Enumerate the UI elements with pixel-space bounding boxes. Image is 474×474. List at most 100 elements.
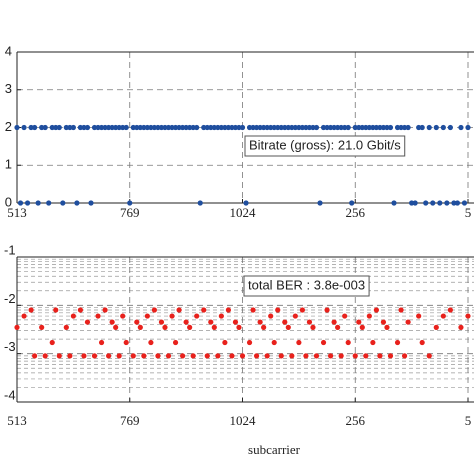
y-tick-label: 4 bbox=[5, 43, 12, 58]
point bbox=[257, 319, 263, 325]
point bbox=[194, 124, 200, 131]
point bbox=[165, 353, 172, 359]
point bbox=[416, 313, 422, 319]
point bbox=[194, 313, 200, 319]
point bbox=[14, 124, 20, 131]
point bbox=[437, 200, 443, 206]
point bbox=[123, 124, 129, 131]
x-tick-label: 256 bbox=[346, 205, 366, 220]
y-tick-label: 0 bbox=[5, 194, 12, 209]
point bbox=[197, 200, 203, 206]
x-tick-label: 5 bbox=[465, 413, 472, 428]
point bbox=[91, 353, 98, 359]
point bbox=[239, 124, 246, 131]
point bbox=[320, 339, 327, 346]
x-tick-label: 513 bbox=[7, 205, 27, 220]
point bbox=[465, 124, 471, 131]
point bbox=[458, 124, 464, 131]
point bbox=[299, 307, 305, 313]
point bbox=[35, 200, 41, 206]
point bbox=[370, 339, 376, 346]
point bbox=[303, 353, 309, 359]
point bbox=[63, 324, 69, 330]
point bbox=[208, 319, 214, 325]
point bbox=[137, 324, 143, 330]
point bbox=[285, 324, 291, 330]
point bbox=[313, 353, 320, 359]
point bbox=[359, 324, 365, 330]
point bbox=[430, 200, 436, 206]
point bbox=[225, 307, 232, 313]
x-tick-label: 5 bbox=[465, 205, 472, 220]
point bbox=[141, 353, 147, 359]
annotation-text: Bitrate (gross): 21.0 Gbit/s bbox=[249, 137, 401, 152]
point bbox=[46, 200, 52, 206]
annotation: total BER : 3.8e-003 bbox=[243, 275, 370, 297]
annotation-text: total BER : 3.8e-003 bbox=[248, 277, 365, 292]
point bbox=[49, 339, 55, 346]
point bbox=[67, 353, 73, 359]
point bbox=[398, 307, 404, 313]
point bbox=[32, 124, 38, 131]
y-tick-label: -3 bbox=[4, 339, 16, 354]
y-tick-label: -1 bbox=[4, 242, 16, 257]
point bbox=[229, 353, 235, 359]
annotation-box bbox=[244, 135, 406, 157]
point bbox=[268, 313, 274, 319]
point bbox=[70, 124, 76, 131]
point bbox=[113, 324, 119, 330]
point bbox=[419, 124, 425, 131]
x-tick-label: 769 bbox=[120, 205, 140, 220]
point bbox=[356, 319, 362, 325]
point bbox=[169, 313, 175, 319]
x-tick-label: 1024 bbox=[230, 413, 257, 428]
point bbox=[77, 307, 84, 313]
annotation: Bitrate (gross): 21.0 Gbit/s bbox=[244, 135, 406, 157]
point bbox=[204, 353, 210, 359]
point bbox=[401, 353, 408, 359]
y-tick-label: 2 bbox=[5, 119, 12, 134]
point bbox=[21, 124, 27, 131]
point bbox=[187, 324, 193, 330]
point bbox=[28, 307, 34, 313]
point bbox=[155, 353, 161, 359]
point bbox=[70, 313, 76, 319]
point bbox=[433, 124, 439, 131]
point bbox=[172, 339, 179, 346]
annotation-box bbox=[243, 275, 370, 297]
point bbox=[106, 353, 112, 359]
point bbox=[426, 124, 432, 131]
point bbox=[373, 307, 379, 313]
point bbox=[335, 324, 341, 330]
point bbox=[88, 200, 94, 206]
point bbox=[81, 353, 87, 359]
point bbox=[123, 339, 129, 346]
point bbox=[278, 353, 284, 359]
point bbox=[17, 200, 24, 206]
point bbox=[289, 353, 295, 359]
point bbox=[39, 324, 45, 330]
point bbox=[60, 200, 66, 206]
point bbox=[232, 319, 239, 325]
point bbox=[440, 313, 446, 319]
point bbox=[253, 353, 260, 359]
point bbox=[458, 324, 464, 330]
point bbox=[264, 353, 270, 359]
x-tick-label: 769 bbox=[120, 413, 140, 428]
point bbox=[317, 200, 323, 206]
point bbox=[387, 124, 394, 131]
point bbox=[98, 339, 105, 346]
y-tick-label: -2 bbox=[4, 291, 16, 306]
point bbox=[345, 124, 351, 131]
point bbox=[222, 339, 228, 346]
point bbox=[95, 313, 101, 319]
point bbox=[419, 339, 425, 346]
point bbox=[440, 124, 446, 131]
point bbox=[74, 200, 80, 206]
point bbox=[363, 353, 369, 359]
point bbox=[84, 124, 91, 131]
point bbox=[331, 319, 337, 325]
point bbox=[24, 200, 31, 206]
point bbox=[144, 313, 150, 319]
